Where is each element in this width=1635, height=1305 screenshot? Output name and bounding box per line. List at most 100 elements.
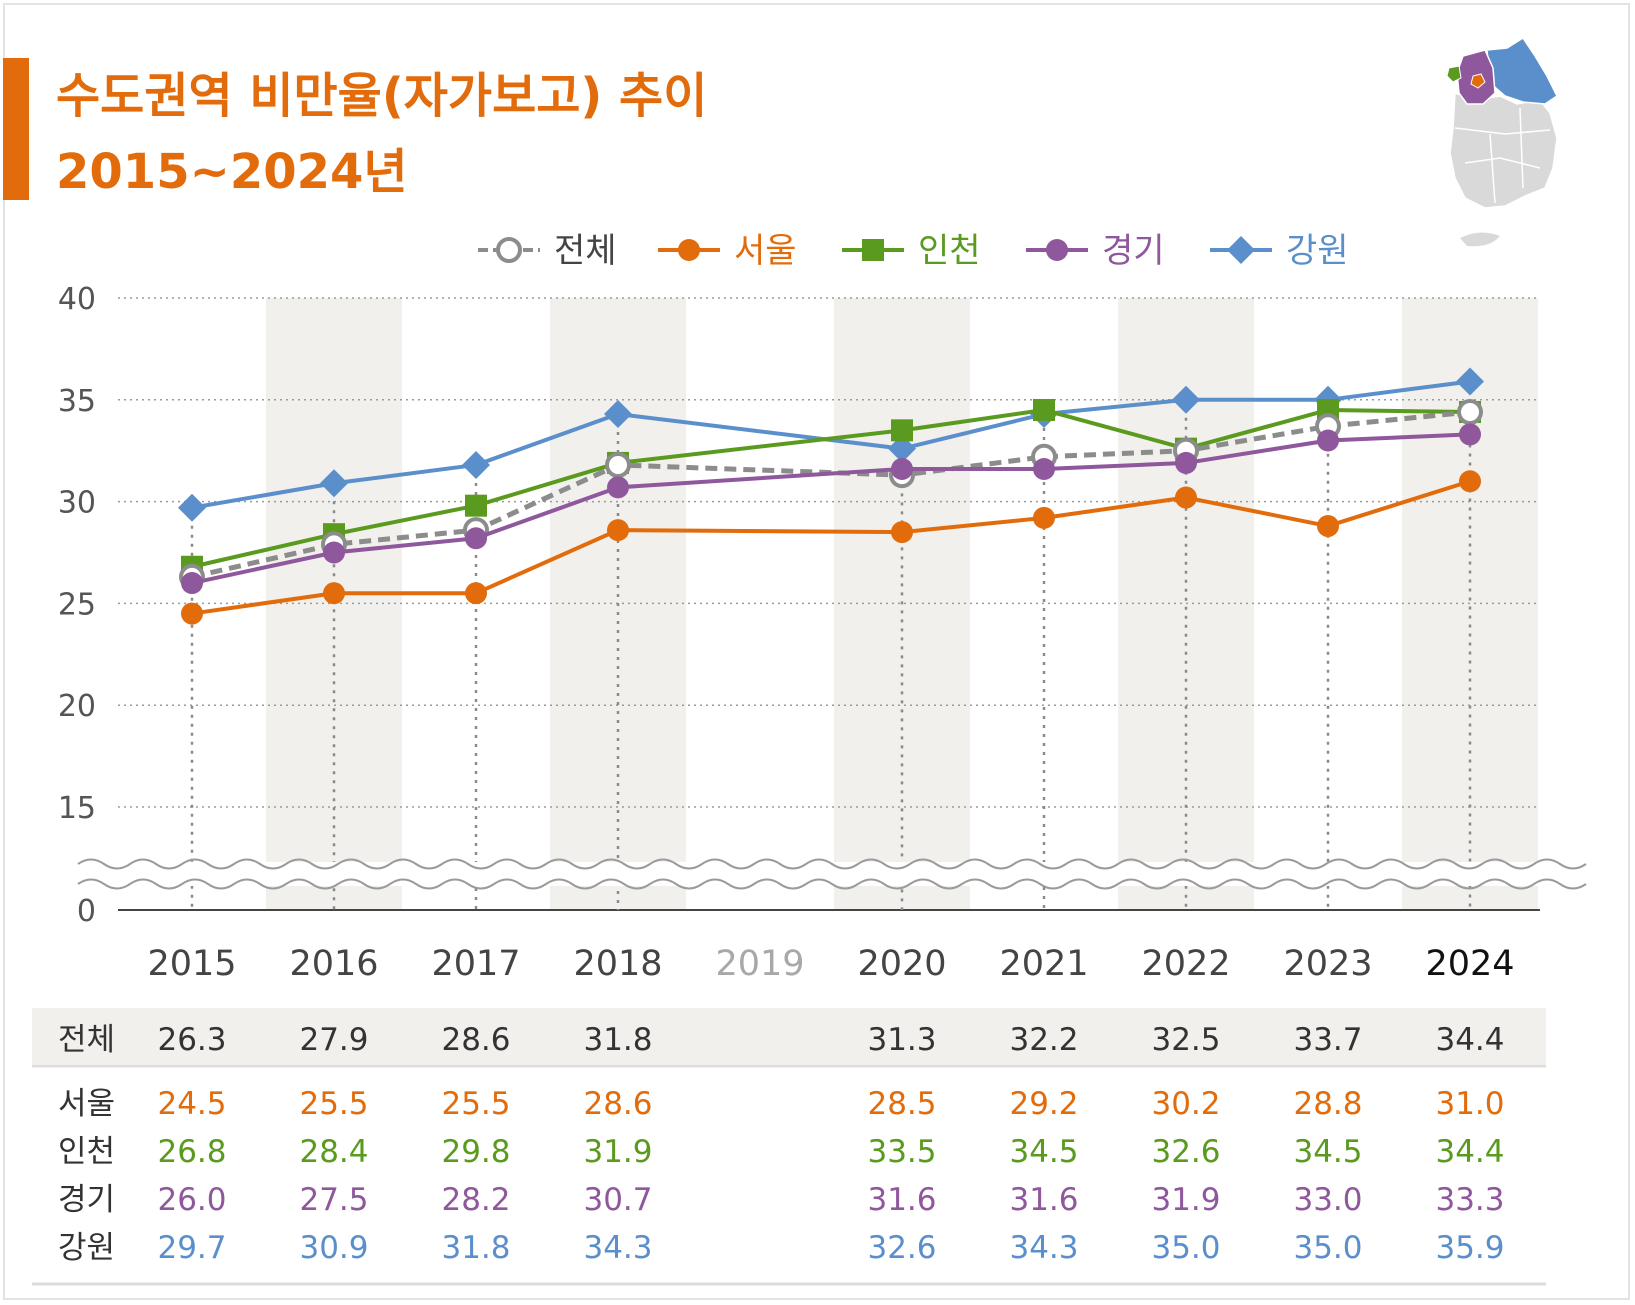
table-row-label-서울: 서울 (58, 1086, 115, 1122)
chart-subtitle: 2015~2024년 (56, 144, 408, 200)
title-accent-bar (3, 58, 29, 200)
point-강원-2020 (888, 434, 916, 463)
table-row-label-강원: 강원 (58, 1230, 115, 1266)
x-tick-2016: 2016 (289, 944, 378, 984)
table-cell-강원-2016: 30.9 (299, 1230, 368, 1266)
table-cell-전체-2024: 34.4 (1435, 1022, 1504, 1058)
legend-marker-서울 (678, 239, 700, 261)
map-inner-borders (1454, 107, 1551, 204)
point-인천-2021 (1033, 398, 1055, 421)
point-서울-2022 (1175, 486, 1197, 509)
y-tick-40: 40 (58, 282, 96, 317)
legend-label-경기: 경기 (1102, 231, 1165, 271)
y-tick-0: 0 (77, 894, 96, 929)
x-tick-2015: 2015 (147, 944, 236, 984)
point-경기-2017 (465, 527, 487, 550)
table-cell-강원-2024: 35.9 (1435, 1230, 1504, 1266)
table-cell-전체-2015: 26.3 (157, 1022, 226, 1058)
table-cell-강원-2023: 35.0 (1293, 1230, 1362, 1266)
table-cell-서울-2021: 29.2 (1009, 1086, 1078, 1122)
point-인천-2020 (891, 419, 913, 442)
legend-label-강원: 강원 (1286, 231, 1349, 271)
table-cell-전체-2021: 32.2 (1009, 1022, 1078, 1058)
table-cell-인천-2023: 34.5 (1293, 1134, 1362, 1170)
point-강원-2022 (1172, 385, 1200, 414)
table-cell-경기-2017: 28.2 (441, 1182, 510, 1218)
table-cell-전체-2016: 27.9 (299, 1022, 368, 1058)
table-cell-서울-2016: 25.5 (299, 1086, 368, 1122)
legend-marker-경기 (1046, 239, 1068, 261)
table-cell-서울-2018: 28.6 (583, 1086, 652, 1122)
table-cell-인천-2016: 28.4 (299, 1134, 368, 1170)
point-강원-2018 (604, 400, 632, 429)
map-gangwon (1486, 38, 1558, 105)
point-경기-2016 (323, 541, 345, 564)
table-cell-경기-2024: 33.3 (1435, 1182, 1504, 1218)
point-경기-2020 (891, 458, 913, 481)
table-cell-인천-2022: 32.6 (1151, 1134, 1220, 1170)
point-강원-2016 (320, 469, 348, 498)
table-row-label-전체: 전체 (58, 1022, 115, 1058)
table-cell-인천-2020: 33.5 (867, 1134, 936, 1170)
axis-break-wave-top (77, 858, 1587, 870)
point-강원-2024 (1456, 367, 1484, 396)
table-cell-서울-2023: 28.8 (1293, 1086, 1362, 1122)
point-경기-2024 (1459, 423, 1481, 446)
table-cell-경기-2021: 31.6 (1009, 1182, 1078, 1218)
point-인천-2017 (465, 494, 487, 517)
legend-marker-전체 (496, 237, 522, 263)
legend-label-전체: 전체 (554, 231, 617, 271)
x-tick-2019: 2019 (715, 944, 804, 984)
point-서울-2023 (1317, 515, 1339, 538)
table-cell-전체-2020: 31.3 (867, 1022, 936, 1058)
table-cell-인천-2017: 29.8 (441, 1134, 510, 1170)
x-tick-2020: 2020 (857, 944, 946, 984)
table-cell-전체-2017: 28.6 (441, 1022, 510, 1058)
table-cell-경기-2022: 31.9 (1151, 1182, 1220, 1218)
table-cell-경기-2020: 31.6 (867, 1182, 936, 1218)
chart-title: 수도권역 비만율(자가보고) 추이 (56, 68, 708, 124)
table-cell-강원-2021: 34.3 (1009, 1230, 1078, 1266)
y-tick-25: 25 (58, 587, 96, 622)
point-경기-2022 (1175, 451, 1197, 474)
table-cell-경기-2023: 33.0 (1293, 1182, 1362, 1218)
table-row-label-경기: 경기 (58, 1182, 115, 1218)
table-cell-인천-2015: 26.8 (157, 1134, 226, 1170)
table-cell-강원-2015: 29.7 (157, 1230, 226, 1266)
table-cell-인천-2021: 34.5 (1009, 1134, 1078, 1170)
point-경기-2015 (181, 572, 203, 595)
legend-label-서울: 서울 (734, 231, 797, 271)
point-서울-2024 (1459, 470, 1481, 493)
table-cell-인천-2018: 31.9 (583, 1134, 652, 1170)
table-cell-서울-2015: 24.5 (157, 1086, 226, 1122)
y-tick-15: 15 (58, 791, 96, 826)
x-tick-2022: 2022 (1141, 944, 1230, 984)
map-jeju (1460, 232, 1500, 247)
x-tick-2017: 2017 (431, 944, 520, 984)
point-서울-2017 (465, 582, 487, 605)
table-cell-강원-2022: 35.0 (1151, 1230, 1220, 1266)
point-서울-2015 (181, 602, 203, 625)
axis-break-gap (78, 862, 1560, 886)
point-경기-2021 (1033, 458, 1055, 481)
map-seoul (1470, 73, 1486, 89)
map-incheon (1446, 65, 1462, 83)
table-cell-경기-2016: 27.5 (299, 1182, 368, 1218)
point-강원-2017 (462, 450, 490, 479)
table-cell-서울-2017: 25.5 (441, 1086, 510, 1122)
point-서울-2020 (891, 521, 913, 544)
point-전체-2018 (605, 451, 631, 478)
table-cell-강원-2020: 32.6 (867, 1230, 936, 1266)
korea-region-map (1446, 38, 1558, 247)
y-tick-35: 35 (58, 384, 96, 419)
table-cell-강원-2018: 34.3 (583, 1230, 652, 1266)
legend-label-인천: 인천 (918, 231, 981, 271)
table-row-label-인천: 인천 (58, 1134, 115, 1170)
table-cell-전체-2023: 33.7 (1293, 1022, 1362, 1058)
table-cell-서울-2024: 31.0 (1435, 1086, 1504, 1122)
axis-break-wave-bottom (77, 878, 1587, 890)
table-cell-전체-2018: 31.8 (583, 1022, 652, 1058)
table-cell-인천-2024: 34.4 (1435, 1134, 1504, 1170)
point-경기-2018 (607, 476, 629, 499)
